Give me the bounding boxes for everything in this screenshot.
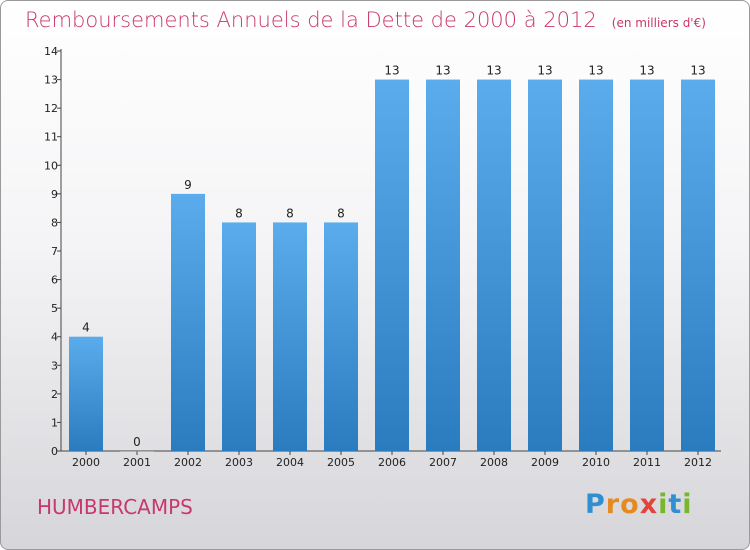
x-tick-label-2009: 2009 <box>531 456 559 469</box>
y-tick-label: 12 <box>44 102 58 115</box>
x-tick-label-2003: 2003 <box>225 456 253 469</box>
value-label-2006: 13 <box>384 64 399 78</box>
value-label-2009: 13 <box>537 64 552 78</box>
bar-2004 <box>273 222 307 451</box>
bar-2005 <box>324 222 358 451</box>
y-tick-label: 10 <box>44 159 58 172</box>
y-tick-label: 0 <box>51 445 58 458</box>
x-tick-label-2012: 2012 <box>684 456 712 469</box>
y-tick-label: 3 <box>51 359 58 372</box>
bar-2011 <box>630 79 664 452</box>
chart-bars <box>69 79 715 452</box>
x-tick-label-2005: 2005 <box>327 456 355 469</box>
value-label-2003: 8 <box>235 206 243 220</box>
y-tick-label: 8 <box>51 216 58 229</box>
value-label-2007: 13 <box>435 64 450 78</box>
bar-2008 <box>477 79 511 452</box>
bar-2012 <box>681 79 715 452</box>
x-tick-label-2002: 2002 <box>174 456 202 469</box>
value-label-2010: 13 <box>588 64 603 78</box>
value-label-2008: 13 <box>486 64 501 78</box>
bar-2002 <box>171 193 205 451</box>
x-tick-label-2008: 2008 <box>480 456 508 469</box>
x-tick-label-2000: 2000 <box>72 456 100 469</box>
chart-labels: 2000 4 2001 0 2002 9 2003 8 2004 8 2005 8 2006 13 2007… <box>72 64 712 469</box>
bar-2009 <box>528 79 562 452</box>
x-tick-label-2010: 2010 <box>582 456 610 469</box>
bar-2000 <box>69 336 103 451</box>
y-tick-label: 13 <box>44 74 58 87</box>
value-label-2000: 4 <box>82 321 90 335</box>
x-tick-label-2004: 2004 <box>276 456 304 469</box>
y-tick-label: 14 <box>44 45 58 58</box>
value-label-2005: 8 <box>337 206 345 220</box>
y-tick-label: 9 <box>51 188 58 201</box>
x-tick-label-2001: 2001 <box>123 456 151 469</box>
value-label-2002: 9 <box>184 178 192 192</box>
chart-title-text: Remboursements Annuels de la Dette de 20… <box>25 8 597 32</box>
bar-2001 <box>120 451 154 452</box>
bar-2007 <box>426 79 460 452</box>
bar-2006 <box>375 79 409 452</box>
y-tick-label: 4 <box>51 331 58 344</box>
bar-2003 <box>222 222 256 451</box>
proxiti-logo[interactable]: Proxiti <box>585 489 693 520</box>
y-tick-label: 11 <box>44 131 58 144</box>
commune-name: HUMBERCAMPS <box>37 495 193 519</box>
x-tick-label-2007: 2007 <box>429 456 457 469</box>
bar-2010 <box>579 79 613 452</box>
y-tick-label: 2 <box>51 388 58 401</box>
value-label-2004: 8 <box>286 206 294 220</box>
chart-title: Remboursements Annuels de la Dette de 20… <box>25 8 706 32</box>
y-tick-label: 6 <box>51 274 58 287</box>
value-label-2011: 13 <box>639 64 654 78</box>
x-tick-label-2006: 2006 <box>378 456 406 469</box>
chart-unit-text: (en milliers d'€) <box>611 16 706 30</box>
y-tick-label: 1 <box>51 416 58 429</box>
y-tick-label: 7 <box>51 245 58 258</box>
value-label-2001: 0 <box>133 435 141 449</box>
y-tick-label: 5 <box>51 302 58 315</box>
value-label-2012: 13 <box>690 64 705 78</box>
x-tick-label-2011: 2011 <box>633 456 661 469</box>
